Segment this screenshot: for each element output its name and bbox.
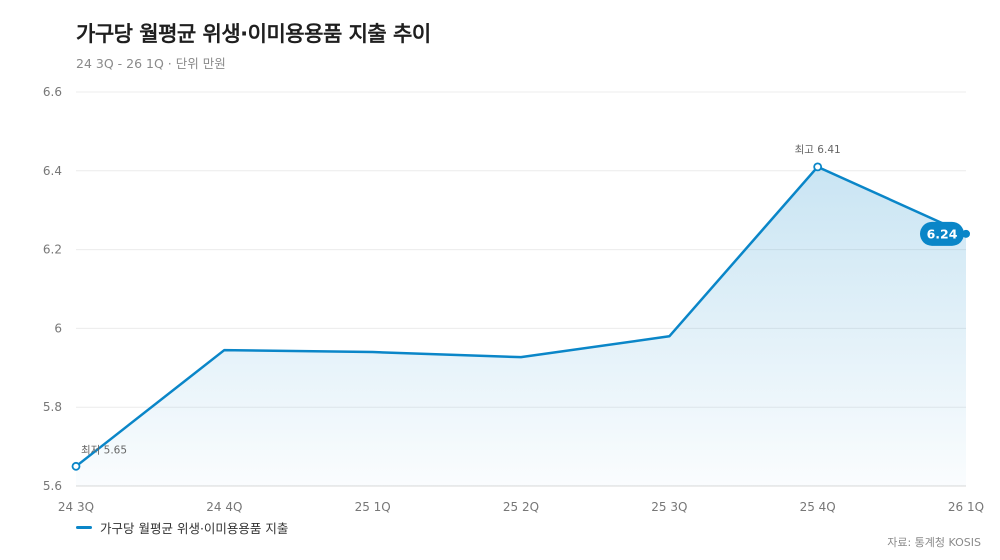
x-tick-label: 24 3Q bbox=[58, 500, 94, 514]
x-tick-label: 24 4Q bbox=[206, 500, 242, 514]
min-point-marker bbox=[71, 461, 81, 471]
last-value-badge bbox=[920, 221, 964, 246]
x-tick-label: 25 2Q bbox=[503, 500, 539, 514]
x-tick-label: 25 3Q bbox=[651, 500, 687, 514]
last-point-marker bbox=[962, 229, 970, 238]
source-note: 자료: 통계청 KOSIS bbox=[887, 536, 981, 549]
legend: 가구당 월평균 위생·이미용용품 지출 bbox=[76, 518, 288, 537]
y-tick-label: 5.8 bbox=[43, 400, 62, 414]
y-tick-label: 6.4 bbox=[43, 164, 62, 178]
min-point-label: 최저 5.65 bbox=[81, 444, 127, 456]
x-tick-label: 25 4Q bbox=[800, 500, 836, 514]
y-tick-label: 5.6 bbox=[43, 479, 62, 493]
chart-subtitle: 24 3Q - 26 1Q · 단위 만원 bbox=[76, 56, 226, 71]
legend-swatch bbox=[76, 526, 92, 529]
y-tick-label: 6.6 bbox=[43, 85, 62, 99]
x-tick-label: 25 1Q bbox=[355, 500, 391, 514]
series-area bbox=[76, 166, 966, 487]
max-point-label: 최고 6.41 bbox=[795, 144, 841, 156]
legend-label: 가구당 월평균 위생·이미용용품 지출 bbox=[100, 521, 289, 536]
chart-title: 가구당 월평균 위생·이미용용품 지출 추이 bbox=[76, 22, 431, 46]
y-tick-label: 6.2 bbox=[43, 243, 62, 257]
x-tick-label: 26 1Q bbox=[948, 500, 984, 514]
y-tick-label: 6 bbox=[54, 321, 62, 335]
max-point-marker bbox=[813, 162, 823, 172]
last-value-label: 6.24 bbox=[927, 226, 958, 241]
